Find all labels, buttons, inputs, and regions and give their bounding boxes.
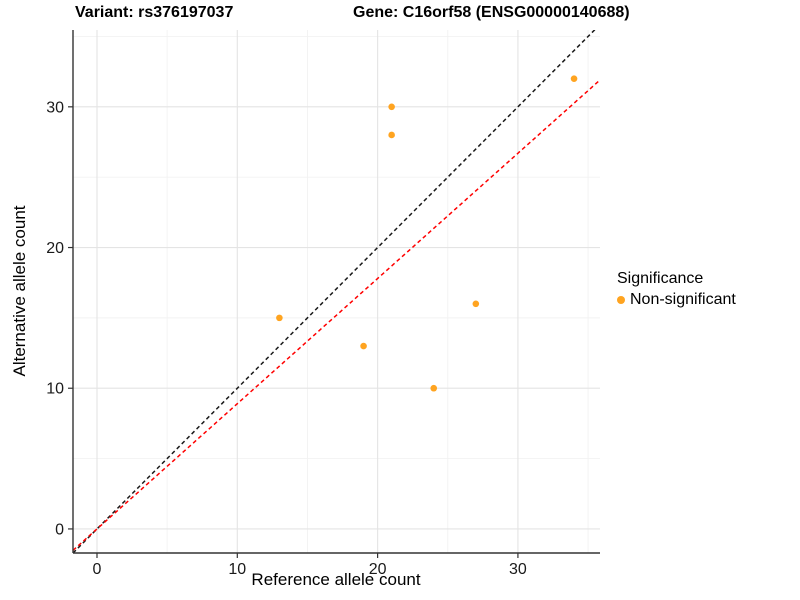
legend-point-swatch [617,296,625,304]
legend-item-label: Non-significant [630,291,736,308]
data-point [430,384,438,392]
data-point [276,314,283,322]
data-point [388,103,395,111]
y-axis-title: Alternative allele count [10,205,29,377]
data-point [388,131,395,139]
x-tick-label: 20 [369,561,387,578]
y-tick-label: 10 [46,381,64,398]
data-point [360,342,367,350]
plot-title-variant: Variant: rs376197037 [75,4,234,21]
expected-ratio-line [73,79,600,551]
legend: Significance Non-significant [617,270,736,309]
legend-item: Non-significant [617,291,736,309]
legend-title: Significance [617,270,704,287]
x-tick-label: 0 [93,561,102,578]
data-point [472,300,480,308]
x-tick-label: 10 [228,561,246,578]
y-tick-label: 0 [55,521,64,538]
identity-line [73,30,596,553]
x-tick-label: 30 [509,561,527,578]
panel-background [73,30,600,553]
x-axis-title: Reference allele count [251,570,421,589]
y-tick-label: 20 [46,240,64,257]
y-tick-label: 30 [46,99,64,116]
plot-title-gene: Gene: C16orf58 (ENSG00000140688) [353,4,630,21]
data-point [570,75,578,82]
